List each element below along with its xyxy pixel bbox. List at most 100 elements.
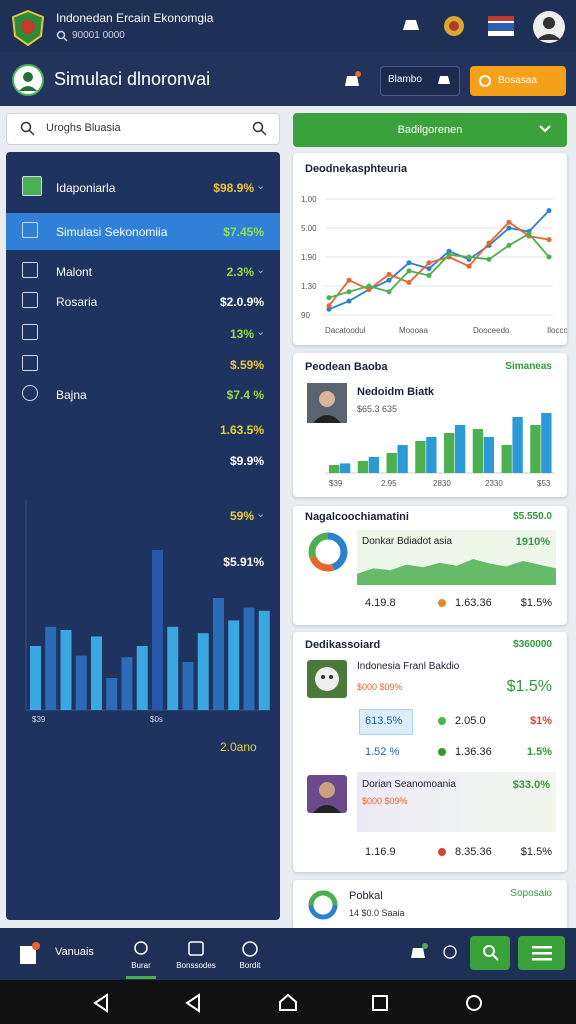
search-button[interactable] xyxy=(470,936,510,970)
x-tick-label: $0s xyxy=(150,715,163,724)
sidebar-active-row[interactable] xyxy=(6,213,280,250)
row-value: 1.36.36 xyxy=(455,746,492,758)
bar xyxy=(197,633,209,710)
sidebar-value: 1.63.5% xyxy=(219,423,264,437)
row-value: 613.5% xyxy=(365,715,403,727)
x-tick-label: $39 xyxy=(32,715,46,724)
sidebar-label: Malont xyxy=(56,265,93,279)
recents-button[interactable] xyxy=(372,995,388,1011)
dropdown[interactable] xyxy=(293,113,567,147)
stat: $1.5% xyxy=(520,846,552,858)
primary-button[interactable] xyxy=(470,66,566,96)
search-submit[interactable] xyxy=(252,121,268,137)
bar xyxy=(213,598,224,710)
bar xyxy=(339,463,351,473)
sidebar-label: Simulasi Sekonomiia xyxy=(56,225,168,239)
sidebar-icon xyxy=(22,222,38,238)
alert-icon[interactable] xyxy=(408,942,430,962)
system-nav-icons xyxy=(93,993,482,1013)
bar xyxy=(483,437,495,473)
point xyxy=(426,260,432,266)
tab-icon xyxy=(134,941,148,955)
bar xyxy=(30,646,41,710)
row-value: 1.5% xyxy=(526,746,552,758)
x-tick-label: $39 xyxy=(329,479,343,488)
row-dot xyxy=(438,748,446,756)
x-tick-label: $53 xyxy=(537,479,551,488)
tab-label[interactable]: Bonssodes xyxy=(176,961,216,970)
point xyxy=(506,225,512,231)
tab-indicator xyxy=(126,976,156,979)
y-tick-label: 1.30 xyxy=(301,282,317,291)
person-name: Indonesia Franl Bakdio xyxy=(357,661,460,672)
point xyxy=(426,273,432,279)
bar xyxy=(386,453,397,473)
chevron: ⌄ xyxy=(256,326,266,338)
line-series xyxy=(328,221,550,307)
point xyxy=(466,254,472,260)
search-icon xyxy=(20,121,35,136)
person-detail: $65.3 635 xyxy=(357,404,398,414)
person-value: $33.0% xyxy=(512,779,550,791)
toolbar-title: Simulaci dlnoronvai xyxy=(54,69,211,89)
person-detail: $000 $09% xyxy=(357,682,403,692)
home-button[interactable] xyxy=(279,993,297,1011)
card-badge: $360000 xyxy=(513,639,552,650)
bar xyxy=(75,655,87,710)
bar xyxy=(454,425,466,473)
bar xyxy=(426,437,437,473)
row-value: 1.52 % xyxy=(365,746,400,758)
search-box[interactable] xyxy=(6,113,280,145)
clock-icon[interactable] xyxy=(442,944,458,960)
sidebar-icon xyxy=(22,176,42,196)
stat: 4.19.8 xyxy=(365,597,396,609)
donut-segment xyxy=(309,555,335,572)
back-button[interactable] xyxy=(93,993,108,1013)
app-subtitle: 90001 0000 xyxy=(72,30,125,41)
person-photo xyxy=(307,383,347,423)
point xyxy=(466,263,472,269)
tab-icon xyxy=(188,941,204,956)
tab-label[interactable]: Burar xyxy=(131,961,151,970)
sidebar-label: Rosaria xyxy=(56,295,98,309)
alert-icon[interactable] xyxy=(342,70,362,90)
point xyxy=(406,280,412,286)
sidebar-label: Bajna xyxy=(56,388,87,402)
tab-label[interactable]: Bordit xyxy=(239,961,261,970)
bar xyxy=(444,433,455,473)
sidebar-label: Idaponiarla xyxy=(56,181,116,195)
line-chart-card xyxy=(293,153,567,345)
notification-icon[interactable] xyxy=(400,16,422,36)
bar xyxy=(45,626,57,710)
sidebar-icon xyxy=(22,385,38,401)
y-tick-label: 1.90 xyxy=(301,253,317,262)
stat: 1.63.36 xyxy=(455,597,492,609)
bar xyxy=(60,630,72,710)
secondary-button-icon xyxy=(438,76,450,84)
bar xyxy=(368,457,380,473)
bar xyxy=(329,465,340,473)
sidebar xyxy=(6,152,280,920)
flag-icon[interactable] xyxy=(488,16,514,36)
chevron: ⌄ xyxy=(256,264,266,276)
brand-icon xyxy=(20,942,40,964)
profile-avatar[interactable] xyxy=(532,10,566,44)
bar xyxy=(512,417,523,473)
assistant-button[interactable] xyxy=(466,995,482,1011)
search-icon xyxy=(483,945,499,961)
chevron: ⌄ xyxy=(256,508,266,520)
sidebar-icon xyxy=(22,262,38,278)
bar xyxy=(541,413,552,473)
sidebar-value: 13% xyxy=(229,327,254,341)
bar xyxy=(501,445,512,473)
person-photo xyxy=(307,660,347,698)
emblem-icon[interactable] xyxy=(442,12,466,40)
row-value: $1% xyxy=(529,715,552,727)
bar xyxy=(243,607,255,710)
sidebar-value: $5.91% xyxy=(223,555,264,569)
back-button[interactable] xyxy=(185,993,200,1013)
chevron: ⌄ xyxy=(256,180,266,192)
secondary-button-label: Blambo xyxy=(388,74,422,85)
